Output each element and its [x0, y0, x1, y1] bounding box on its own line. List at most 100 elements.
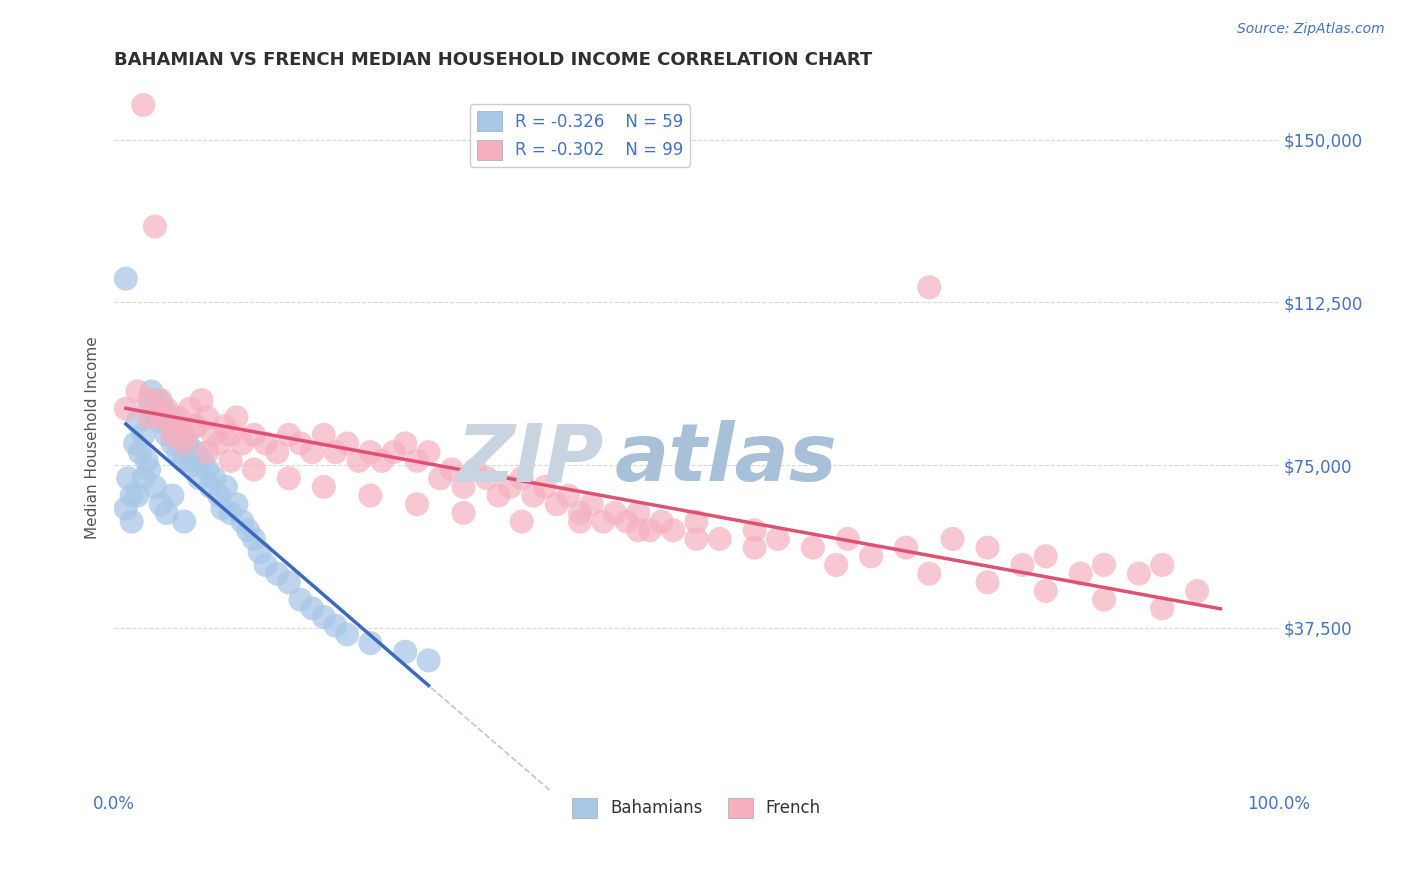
Point: [336, 627, 359, 641]
Point: [1070, 566, 1092, 581]
Text: Source: ZipAtlas.com: Source: ZipAtlas.com: [1237, 22, 1385, 37]
Point: [312, 480, 335, 494]
Point: [616, 515, 638, 529]
Point: [243, 427, 266, 442]
Point: [138, 401, 160, 416]
Point: [766, 532, 789, 546]
Point: [149, 497, 172, 511]
Point: [191, 454, 214, 468]
Point: [301, 445, 323, 459]
Point: [325, 445, 347, 459]
Point: [266, 445, 288, 459]
Point: [1092, 558, 1115, 572]
Point: [709, 532, 731, 546]
Point: [638, 523, 661, 537]
Point: [173, 515, 195, 529]
Point: [148, 393, 170, 408]
Point: [837, 532, 859, 546]
Point: [277, 575, 299, 590]
Point: [195, 410, 218, 425]
Point: [121, 515, 143, 529]
Point: [418, 445, 440, 459]
Point: [1092, 592, 1115, 607]
Point: [114, 271, 136, 285]
Point: [138, 393, 160, 408]
Point: [277, 427, 299, 442]
Point: [1011, 558, 1033, 572]
Point: [162, 436, 184, 450]
Point: [603, 506, 626, 520]
Point: [149, 410, 172, 425]
Point: [225, 410, 247, 425]
Point: [114, 401, 136, 416]
Point: [1128, 566, 1150, 581]
Point: [188, 471, 211, 485]
Point: [243, 532, 266, 546]
Point: [143, 410, 166, 425]
Point: [290, 592, 312, 607]
Point: [568, 515, 591, 529]
Point: [336, 436, 359, 450]
Point: [163, 419, 186, 434]
Point: [132, 98, 155, 112]
Point: [418, 653, 440, 667]
Point: [394, 645, 416, 659]
Point: [138, 410, 160, 425]
Point: [167, 410, 190, 425]
Point: [184, 419, 207, 434]
Point: [117, 471, 139, 485]
Point: [127, 415, 149, 429]
Point: [429, 471, 451, 485]
Point: [359, 489, 381, 503]
Point: [208, 436, 231, 450]
Point: [173, 427, 195, 442]
Point: [1185, 584, 1208, 599]
Point: [179, 401, 201, 416]
Point: [662, 523, 685, 537]
Point: [214, 419, 236, 434]
Point: [894, 541, 917, 555]
Point: [162, 419, 184, 434]
Point: [249, 545, 271, 559]
Point: [190, 393, 212, 408]
Point: [202, 471, 225, 485]
Point: [195, 445, 218, 459]
Point: [127, 489, 149, 503]
Point: [141, 384, 163, 399]
Point: [347, 454, 370, 468]
Point: [167, 445, 190, 459]
Point: [918, 566, 941, 581]
Point: [184, 419, 207, 434]
Point: [176, 436, 198, 450]
Point: [124, 436, 146, 450]
Point: [860, 549, 883, 564]
Point: [464, 462, 486, 476]
Point: [155, 427, 177, 442]
Point: [801, 541, 824, 555]
Point: [685, 515, 707, 529]
Point: [236, 523, 259, 537]
Point: [202, 427, 225, 442]
Point: [200, 480, 222, 494]
Point: [132, 427, 155, 442]
Point: [184, 445, 207, 459]
Point: [592, 515, 614, 529]
Text: BAHAMIAN VS FRENCH MEDIAN HOUSEHOLD INCOME CORRELATION CHART: BAHAMIAN VS FRENCH MEDIAN HOUSEHOLD INCO…: [114, 51, 873, 69]
Point: [159, 410, 181, 425]
Point: [173, 454, 195, 468]
Point: [138, 462, 160, 476]
Point: [1152, 601, 1174, 615]
Point: [685, 532, 707, 546]
Point: [219, 454, 242, 468]
Point: [149, 415, 172, 429]
Point: [394, 436, 416, 450]
Point: [127, 384, 149, 399]
Point: [976, 575, 998, 590]
Point: [1152, 558, 1174, 572]
Text: ZIP: ZIP: [456, 420, 603, 499]
Point: [135, 454, 157, 468]
Point: [128, 445, 150, 459]
Point: [231, 436, 253, 450]
Point: [225, 497, 247, 511]
Point: [627, 506, 650, 520]
